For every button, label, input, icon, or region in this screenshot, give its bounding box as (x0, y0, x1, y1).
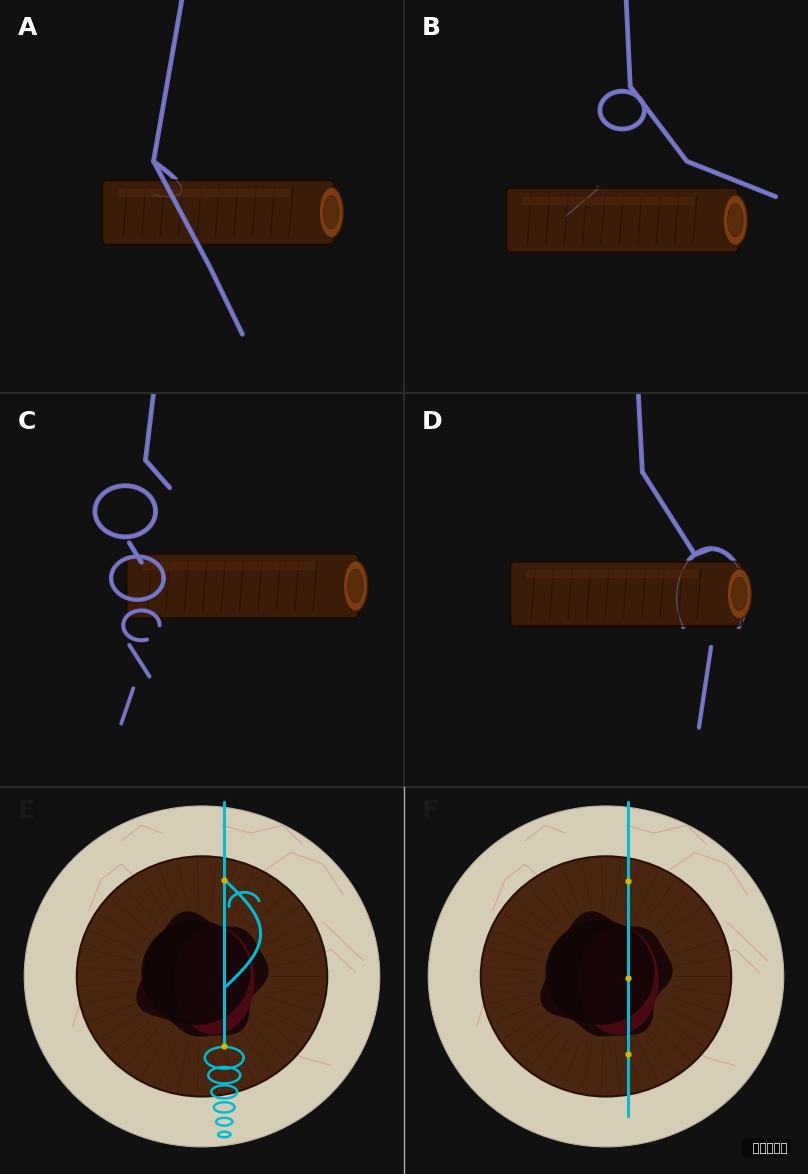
Text: D: D (422, 410, 443, 433)
Circle shape (481, 856, 731, 1097)
Text: A: A (19, 16, 37, 40)
Text: 金海鹰医生: 金海鹰医生 (745, 1141, 788, 1155)
FancyBboxPatch shape (511, 561, 743, 626)
Circle shape (545, 920, 654, 1025)
Ellipse shape (343, 561, 368, 612)
Circle shape (428, 805, 784, 1147)
Circle shape (24, 805, 380, 1147)
Ellipse shape (319, 187, 343, 237)
Text: F: F (422, 798, 440, 823)
Ellipse shape (174, 926, 255, 1034)
Text: B: B (422, 16, 441, 40)
Polygon shape (137, 911, 268, 1037)
Text: E: E (19, 798, 36, 823)
Text: C: C (19, 410, 36, 433)
Ellipse shape (728, 204, 743, 237)
Circle shape (77, 856, 327, 1097)
Ellipse shape (324, 196, 339, 229)
Ellipse shape (732, 578, 747, 610)
Ellipse shape (723, 195, 747, 245)
Polygon shape (541, 911, 672, 1037)
Circle shape (141, 920, 250, 1025)
Ellipse shape (578, 926, 659, 1034)
Ellipse shape (727, 568, 751, 619)
Ellipse shape (348, 569, 364, 602)
FancyBboxPatch shape (103, 180, 335, 244)
FancyBboxPatch shape (127, 554, 359, 619)
FancyBboxPatch shape (506, 188, 739, 252)
